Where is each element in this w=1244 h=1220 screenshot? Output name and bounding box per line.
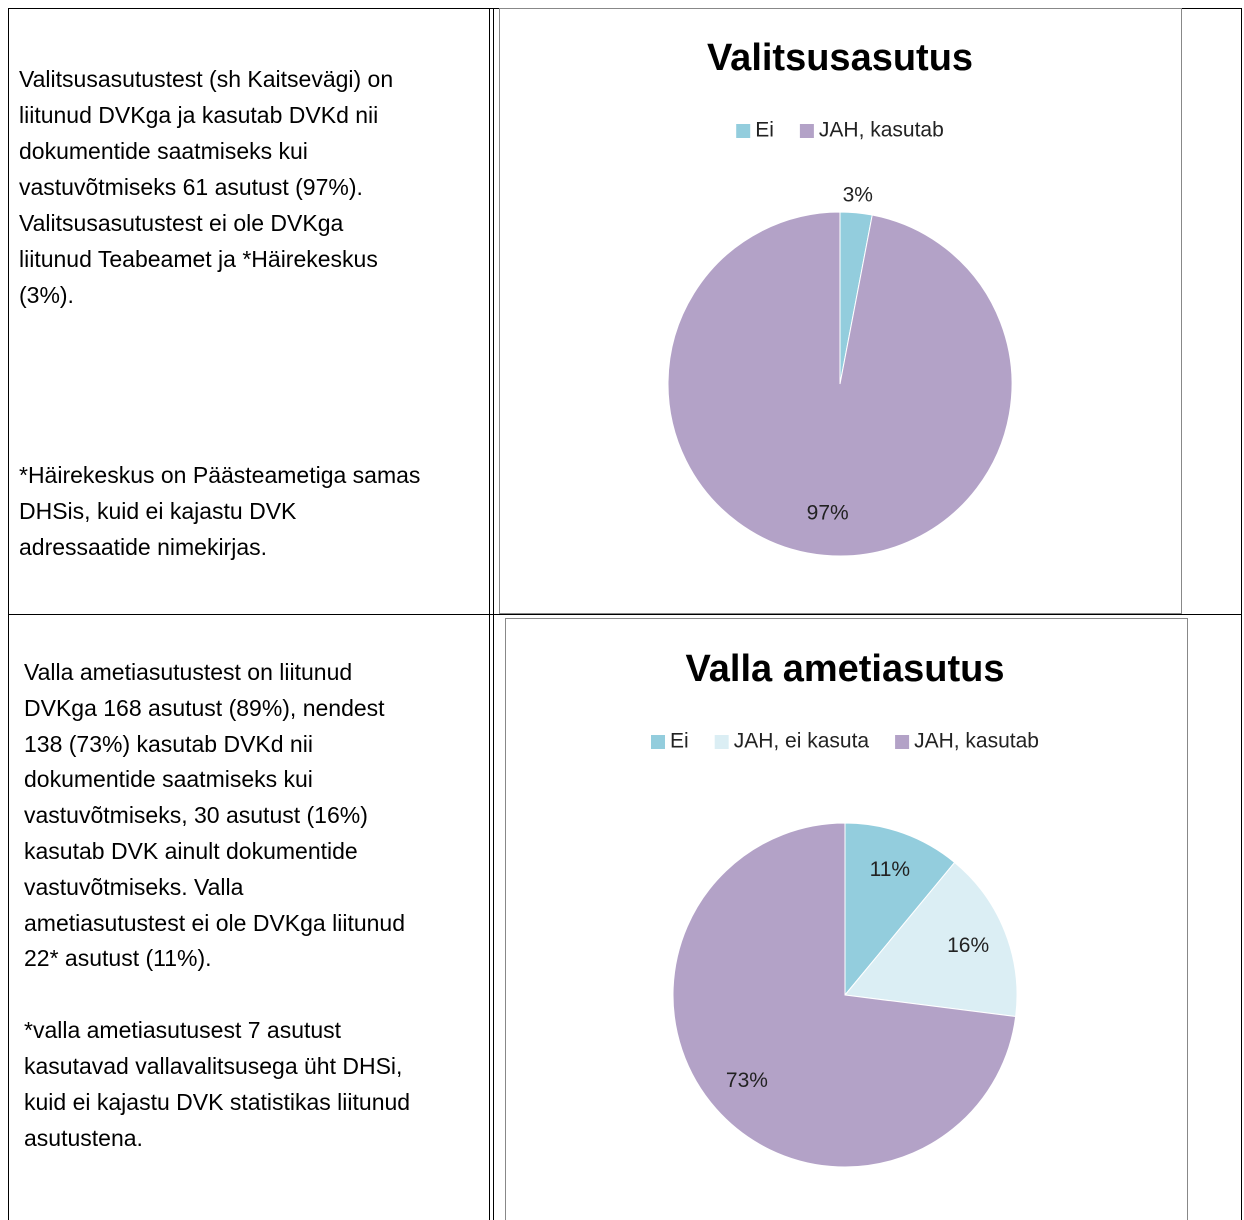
data-label: 16% [947, 934, 989, 957]
text-line: 22* asutust (11%). [24, 945, 212, 972]
text-line: dokumentide saatmiseks kui [19, 138, 308, 164]
data-label: 3% [843, 183, 873, 206]
legend-label: JAH, kasutab [819, 119, 944, 142]
data-label: 73% [726, 1069, 768, 1092]
text-line: asutustena. [24, 1125, 143, 1151]
text-line: ametiasutustest ei ole DVKga liitunud [24, 909, 405, 936]
border [8, 614, 1242, 615]
data-label: 11% [870, 858, 910, 881]
data-label: 97% [807, 502, 849, 525]
text-line: adressaatide nimekirjas. [19, 534, 268, 560]
text-line: liitunud DVKga ja kasutab DVKd nii [19, 102, 379, 128]
text-line: (3%). [19, 282, 74, 308]
legend-swatch [895, 735, 910, 749]
legend-swatch [736, 124, 751, 138]
chart-title: Valitsusasutus [707, 37, 973, 79]
text-line: 138 (73%) kasutab DVKd nii [24, 730, 313, 757]
legend-label: Ei [670, 730, 689, 753]
chart-title: Valla ametiasutus [686, 648, 1005, 690]
text-line: Valla ametiasutustest on liitunud [24, 659, 353, 685]
pie-slice [844, 822, 956, 997]
legend-swatch [714, 735, 729, 749]
text-line: kasutavad vallavalitsusega üht DHSi, [24, 1053, 403, 1079]
pie-slice [667, 211, 1013, 557]
text-line: kasutab DVK ainult dokumentide [24, 838, 358, 864]
pie-slice [672, 822, 1017, 1168]
text-line: Valitsusasutustest (sh Kaitsevägi) on [19, 66, 394, 92]
legend-label: JAH, kasutab [914, 730, 1039, 753]
text-line: *Häirekeskus on Päästeametiga samas [19, 462, 421, 488]
text-line: DHSis, kuid ei kajastu DVK [19, 498, 297, 524]
text-line: dokumentide saatmiseks kui [24, 766, 313, 793]
text-line: Valitsusasutustest ei ole DVKga [19, 210, 344, 236]
text-line: vastuvõtmiseks, 30 asutust (16%) [24, 802, 368, 829]
legend-label: JAH, ei kasuta [734, 730, 870, 753]
text-line: vastuvõtmiseks 61 asutust (97%). [19, 174, 363, 200]
legend-label: Ei [755, 119, 774, 142]
text-line: liitunud Teabeamet ja *Häirekeskus [19, 246, 378, 272]
text-line: DVKga 168 asutust (89%), nendest [24, 694, 385, 721]
legend-swatch [651, 735, 665, 749]
text-line: vastuvõtmiseks. Valla [24, 873, 244, 900]
text-line: *valla ametiasutusest 7 asutust [24, 1017, 342, 1043]
text-line: kuid ei kajastu DVK statistikas liitunud [24, 1089, 411, 1115]
legend-swatch [799, 124, 814, 138]
pie-slice [844, 861, 1018, 1018]
